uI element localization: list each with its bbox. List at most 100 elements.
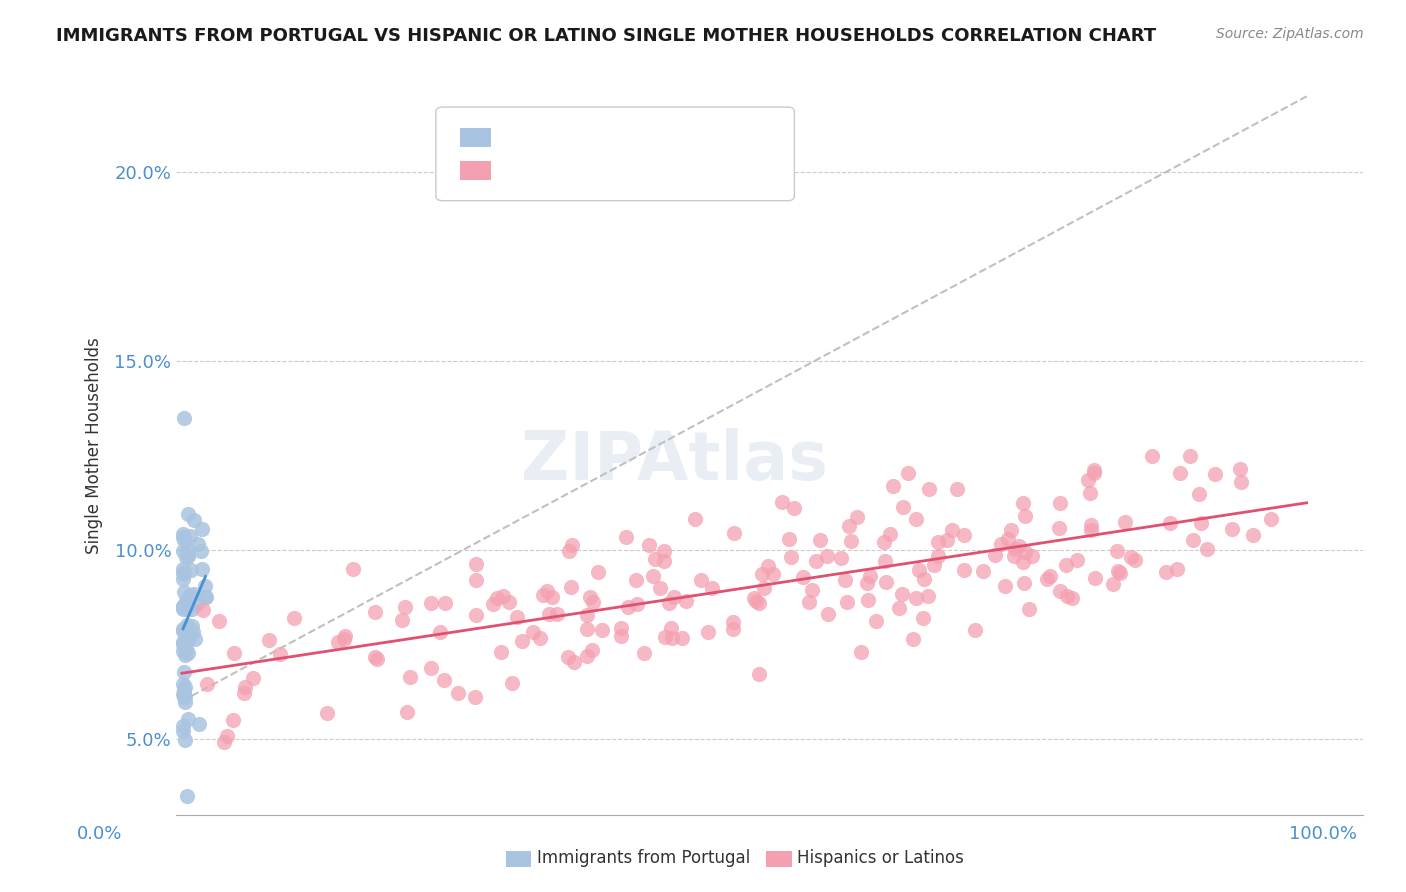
Point [1078, 486, 1101, 500]
Point [391, 613, 413, 627]
Point [1260, 512, 1282, 526]
Point [316, 706, 339, 720]
Text: ZIPAtlas: ZIPAtlas [522, 428, 828, 494]
Point [650, 582, 672, 596]
Point [614, 530, 637, 544]
Point [591, 623, 613, 637]
Point [1197, 541, 1219, 556]
Point [173, 690, 195, 705]
Point [1056, 589, 1078, 603]
Point [342, 562, 364, 576]
Text: IMMIGRANTS FROM PORTUGAL VS HISPANIC OR LATINO SINGLE MOTHER HOUSEHOLDS CORRELAT: IMMIGRANTS FROM PORTUGAL VS HISPANIC OR … [56, 27, 1156, 45]
Point [394, 599, 416, 614]
Point [661, 632, 683, 646]
Point [536, 583, 558, 598]
Point [1159, 516, 1181, 531]
Text: 100.0%: 100.0% [1289, 825, 1357, 843]
Point [1189, 516, 1212, 530]
Point [564, 655, 586, 669]
Point [464, 607, 486, 622]
Point [560, 581, 582, 595]
Point [633, 646, 655, 660]
Point [638, 538, 661, 552]
Point [498, 595, 520, 609]
Point [912, 572, 935, 586]
Point [333, 632, 356, 647]
Point [179, 632, 201, 646]
Point [176, 617, 198, 632]
Point [186, 597, 208, 611]
Point [1036, 572, 1059, 586]
Point [176, 789, 198, 803]
Point [897, 466, 920, 480]
Point [506, 610, 529, 624]
Point [1168, 466, 1191, 480]
Point [173, 682, 195, 697]
Point [927, 549, 949, 564]
Point [849, 645, 872, 659]
Point [173, 410, 195, 425]
Point [233, 680, 256, 694]
Point [191, 603, 214, 617]
Point [465, 573, 488, 587]
Point [184, 632, 207, 646]
Point [721, 615, 744, 630]
Point [994, 579, 1017, 593]
Point [1049, 583, 1071, 598]
Point [1083, 466, 1105, 480]
Point [1077, 473, 1099, 487]
Point [172, 637, 194, 651]
Point [510, 633, 533, 648]
Point [1107, 564, 1129, 578]
Point [1140, 449, 1163, 463]
Point [756, 559, 779, 574]
Point [173, 665, 195, 679]
Point [907, 563, 929, 577]
Point [702, 581, 724, 595]
Point [1014, 545, 1036, 559]
Point [893, 500, 915, 515]
Point [179, 588, 201, 602]
Point [420, 661, 443, 675]
Point [858, 569, 880, 583]
Point [1241, 527, 1264, 541]
Point [817, 607, 839, 622]
Point [183, 513, 205, 527]
Point [748, 596, 770, 610]
Point [658, 596, 681, 610]
Point [465, 557, 488, 571]
Point [1084, 571, 1107, 585]
Point [173, 566, 195, 580]
Point [654, 630, 676, 644]
Point [846, 510, 869, 524]
Point [762, 566, 785, 581]
Point [748, 666, 770, 681]
Point [172, 566, 194, 580]
Point [1229, 461, 1251, 475]
Point [953, 563, 976, 577]
Point [941, 523, 963, 537]
Point [172, 600, 194, 615]
Point [434, 596, 457, 610]
Point [1105, 544, 1128, 558]
Y-axis label: Single Mother Households: Single Mother Households [86, 338, 103, 554]
Point [191, 522, 214, 536]
Point [180, 563, 202, 577]
Point [172, 544, 194, 558]
Point [652, 554, 675, 568]
Point [671, 631, 693, 645]
Point [800, 582, 823, 597]
Point [269, 647, 291, 661]
Point [576, 622, 599, 636]
Point [181, 618, 204, 632]
Point [181, 602, 204, 616]
Point [624, 574, 647, 588]
Point [936, 533, 959, 548]
Point [1080, 518, 1102, 533]
Point [797, 595, 820, 609]
Point [723, 526, 745, 541]
Point [1014, 509, 1036, 524]
Point [586, 566, 609, 580]
Point [882, 479, 904, 493]
Point [1108, 566, 1130, 580]
